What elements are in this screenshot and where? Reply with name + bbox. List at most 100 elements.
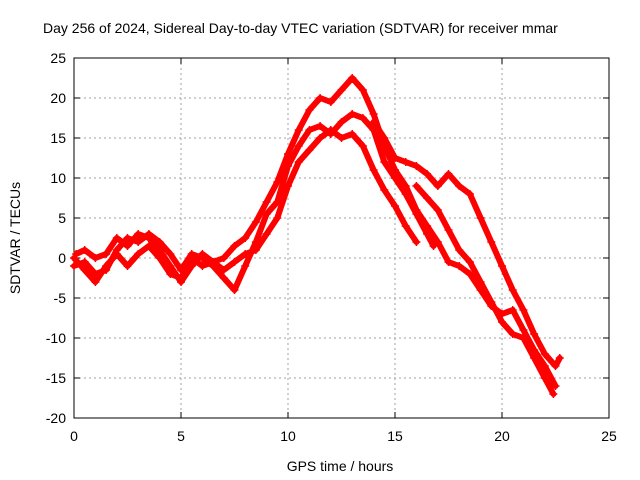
data-point [91,254,100,262]
chart-title: Day 256 of 2024, Sidereal Day-to-day VTE… [43,20,558,36]
data-point [380,186,389,194]
data-point [230,242,239,250]
data-point [241,234,250,242]
data-point [423,194,432,202]
data-point [70,262,78,270]
y-tick-label: 5 [58,210,66,226]
data-point [433,182,442,190]
data-point [144,234,153,242]
data-point [273,178,282,186]
data-point [294,158,303,166]
data-point [540,362,549,370]
y-tick-label: 10 [50,170,66,186]
y-axis-label: SDTVAR / TECUs [7,182,23,294]
axis-ticks: 0 5 10 15 20 25 -20 -15 -10 -5 0 5 10 15 20 25 [46,50,617,444]
data-point [423,222,432,230]
series-line [413,183,557,397]
series-line [370,119,563,369]
data-point [305,106,314,114]
data-point [465,258,474,266]
data-point [519,334,528,342]
data-point [465,270,474,278]
data-point [391,154,399,162]
data-point [508,286,517,294]
data-point [401,182,410,190]
data-point [241,250,250,258]
data-point [305,126,314,134]
data-point [80,266,89,274]
data-point [391,202,399,210]
data-point [455,182,464,190]
data-point [112,234,121,242]
data-point [391,166,399,174]
data-point [551,362,560,370]
data-point [412,182,421,190]
y-tick-label: -10 [46,330,66,346]
data-point [166,250,175,258]
data-point [348,130,357,138]
data-point [102,250,111,258]
data-point [476,278,485,286]
data-point [305,146,314,154]
x-tick-label: 15 [387,428,403,444]
data-point [401,222,410,230]
data-point [80,246,89,254]
data-point [369,118,378,126]
data-point [209,258,218,266]
data-point [144,242,153,250]
data-point [284,182,292,190]
data-point [429,242,438,250]
data-point [251,218,260,226]
data-point [412,162,421,170]
data-point [412,238,421,246]
y-tick-label: 25 [50,50,66,66]
data-point [262,230,271,238]
data-series [70,74,564,398]
data-point [80,258,89,266]
data-point [358,86,367,94]
data-point [262,210,271,218]
data-point [316,122,325,130]
data-point [198,262,207,270]
y-tick-label: -20 [46,410,66,426]
data-point [455,262,464,270]
data-point [251,246,260,254]
data-point [465,190,474,198]
data-point [540,350,549,358]
data-point [337,86,346,94]
y-tick-label: -5 [54,290,67,306]
x-tick-label: 25 [601,428,617,444]
data-point [230,286,239,294]
data-point [412,206,421,214]
y-tick-label: 0 [58,250,66,266]
data-point [134,230,143,238]
y-tick-label: -15 [46,370,66,386]
data-point [508,330,517,338]
data-point [401,158,410,166]
x-tick-label: 0 [70,428,78,444]
data-point [476,214,485,222]
data-point [369,166,378,174]
data-point [262,198,271,206]
data-point [348,74,357,82]
data-point [166,270,175,278]
series-5 [412,182,558,398]
data-point [273,214,282,222]
data-point [369,110,378,118]
data-point [380,158,389,166]
data-point [326,126,335,134]
data-point [433,238,442,246]
data-point [219,266,228,274]
data-point [433,206,442,214]
y-tick-label: 15 [50,130,66,146]
x-tick-label: 5 [177,428,185,444]
data-point [91,278,100,286]
data-point [455,246,464,254]
data-point [508,306,517,314]
plot-frame [73,57,610,419]
data-point [294,126,303,134]
x-axis-label: GPS time / hours [287,458,394,474]
data-point [487,238,496,246]
data-point [540,374,549,382]
